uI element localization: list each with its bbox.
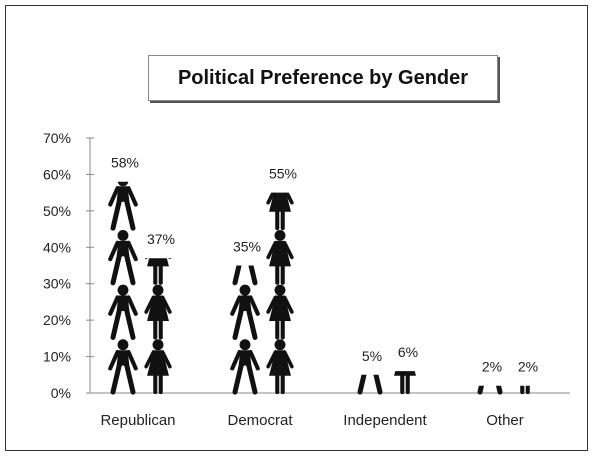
pictograph-bar: [144, 258, 172, 395]
male-figure-icon: [108, 181, 138, 231]
male-figure-icon: [108, 284, 138, 340]
y-tick-label: 10%: [43, 349, 71, 365]
pictograph-bar: [520, 385, 530, 395]
y-tick-label: 20%: [43, 312, 71, 328]
y-tick-label: 40%: [43, 239, 71, 255]
x-category-label: Independent: [343, 412, 427, 429]
male-figure-icon: [230, 339, 260, 395]
pictograph-bar: [477, 385, 503, 395]
female-figure-icon: [266, 339, 294, 395]
male-figure-icon: [232, 265, 258, 286]
female-figure-icon: [266, 229, 294, 285]
data-label: 5%: [362, 348, 382, 364]
female-figure-icon: [144, 339, 172, 395]
female-figure-icon: [144, 284, 172, 340]
pictograph-bar: [357, 374, 383, 395]
chart-title-box: Political Preference by Gender: [148, 55, 498, 101]
female-figure-icon: [266, 284, 294, 340]
y-tick-label: 70%: [43, 130, 71, 146]
female-figure-icon: [394, 371, 416, 395]
pictograph-bar: [230, 265, 260, 395]
data-label: 55%: [269, 166, 297, 182]
male-figure-icon: [230, 284, 260, 340]
y-tick-label: 0%: [51, 385, 71, 401]
data-label: 58%: [111, 155, 139, 171]
data-label: 35%: [233, 239, 261, 255]
male-figure-icon: [108, 339, 138, 395]
pictograph-bar: [108, 181, 138, 395]
pictograph-bar: [394, 371, 416, 395]
x-category-label: Other: [486, 412, 524, 429]
female-figure-icon: [266, 192, 294, 231]
y-tick-label: 30%: [43, 276, 71, 292]
y-tick-label: 60%: [43, 166, 71, 182]
female-figure-icon: [520, 385, 530, 395]
chart-frame: 0% 10% 20% 30% 40% 50% 60% 70% Republican Democr…: [5, 5, 588, 451]
pictograph-bar: [266, 192, 294, 395]
male-figure-icon: [357, 374, 383, 395]
data-label: 6%: [398, 344, 418, 360]
male-figure-icon: [108, 229, 138, 286]
chart-title: Political Preference by Gender: [177, 66, 469, 89]
data-label: 2%: [482, 359, 502, 375]
x-category-label: Democrat: [227, 412, 293, 429]
data-label: 2%: [518, 359, 538, 375]
x-category-label: Republican: [100, 412, 175, 429]
data-label: 37%: [147, 231, 175, 247]
female-figure-icon: [144, 258, 172, 285]
y-tick-label: 50%: [43, 203, 71, 219]
male-figure-icon: [477, 385, 503, 395]
